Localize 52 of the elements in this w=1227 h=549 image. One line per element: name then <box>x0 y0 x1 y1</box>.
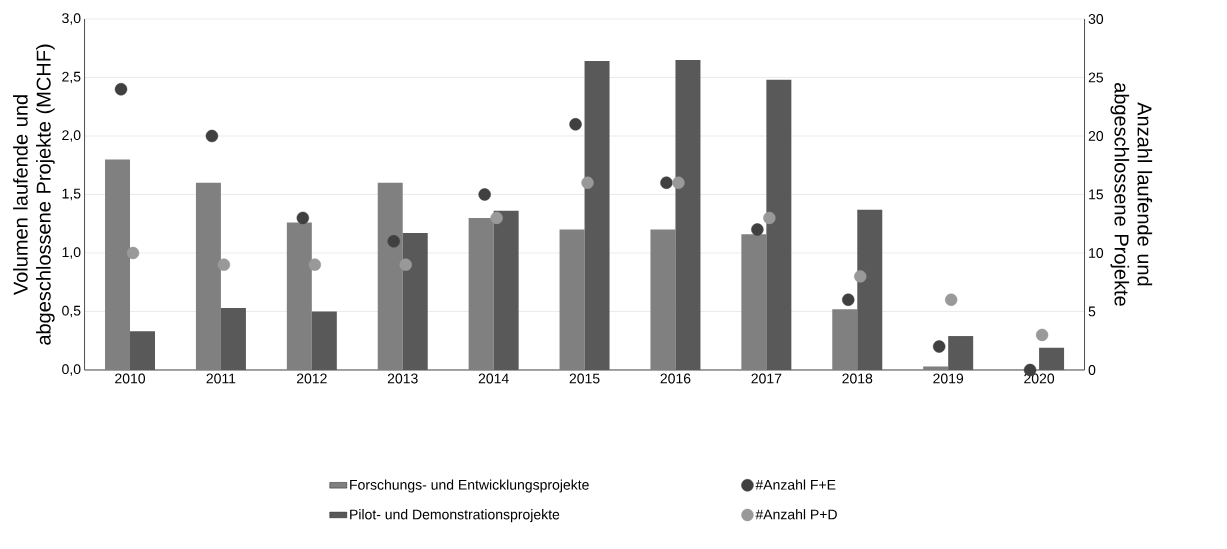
y-tick-label: 0,5 <box>62 305 81 318</box>
y-tick-label: 1,0 <box>62 247 81 259</box>
bar <box>857 209 883 370</box>
x-tick-label: 2014 <box>478 373 509 384</box>
y-tick-label: 3,0 <box>62 13 81 25</box>
bar <box>468 217 494 370</box>
bar <box>220 307 246 370</box>
bar <box>559 229 585 370</box>
x-tick-label: 2017 <box>751 373 782 384</box>
y-tick-label: 0,0 <box>62 364 81 376</box>
bar <box>377 182 403 370</box>
x-tick-label: 2010 <box>115 373 146 384</box>
y2-tick-label: 0 <box>1088 365 1096 375</box>
bar <box>493 210 519 370</box>
bar <box>832 309 858 370</box>
y-tick-label: 1,5 <box>62 188 81 201</box>
y2-tick-label: 5 <box>1088 306 1096 317</box>
bar <box>766 79 792 370</box>
y2-tick-label: 30 <box>1088 14 1104 24</box>
bar <box>195 182 221 370</box>
bar <box>650 229 676 370</box>
bar <box>311 311 337 370</box>
y-tick-label: 2,5 <box>62 71 81 84</box>
y2-tick-label: 10 <box>1089 248 1104 258</box>
y2-tick-label: 20 <box>1088 131 1104 141</box>
bar <box>105 159 131 370</box>
x-tick-label: 2019 <box>933 373 964 384</box>
bar <box>584 61 610 370</box>
y2-tick-label: 15 <box>1089 189 1104 200</box>
y-axis-title: Volumen laufende und abgeschlossene Projekte (MCHF) <box>13 44 55 345</box>
y2-axis-title: Anzahl laufende und abgeschlossene Projekte <box>1110 83 1153 306</box>
bar <box>130 331 156 370</box>
x-tick-label: 2016 <box>660 373 691 384</box>
legend-label: Forschungs- und Entwicklungsprojekte <box>350 479 589 493</box>
x-tick-label: 2018 <box>842 373 873 384</box>
bar <box>1039 347 1065 370</box>
bar <box>923 366 949 370</box>
bar <box>675 59 701 370</box>
bar <box>741 234 767 370</box>
bar <box>948 336 974 370</box>
legend-label: #Anzahl F+E <box>755 479 836 490</box>
y2-tick-label: 25 <box>1088 72 1104 83</box>
x-tick-label: 2012 <box>296 373 327 384</box>
legend-label: Pilot- und Demonstrationsprojekte <box>350 509 560 523</box>
legend-label: #Anzahl P+D <box>755 509 837 520</box>
x-tick-label: 2013 <box>387 373 418 384</box>
bar <box>286 222 312 370</box>
x-tick-label: 2020 <box>1024 373 1055 384</box>
x-tick-label: 2011 <box>206 373 236 384</box>
y-tick-label: 2,0 <box>62 130 81 142</box>
bar <box>402 233 428 370</box>
x-tick-label: 2015 <box>569 373 600 384</box>
